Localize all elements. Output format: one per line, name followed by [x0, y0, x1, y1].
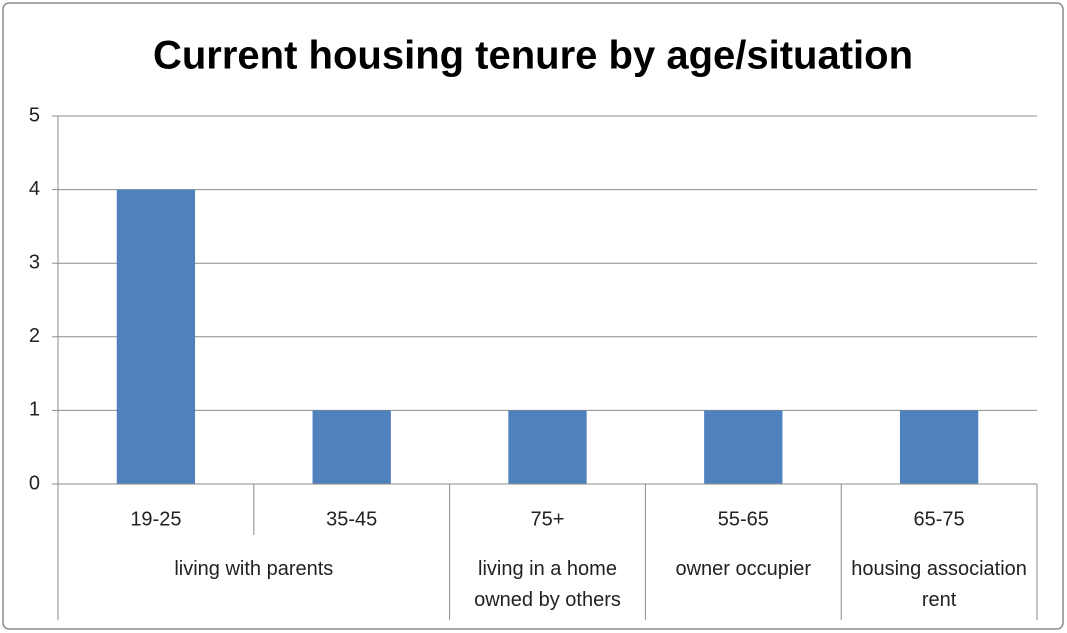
bar: [899, 410, 979, 484]
y-tick-label: 1: [29, 399, 40, 421]
group-label: housing association rent: [851, 558, 1027, 611]
chart-title: Current housing tenure by age/situation: [153, 34, 913, 78]
bar: [508, 410, 587, 484]
x-tick-label: 35-45: [326, 508, 377, 530]
group-label: living in a home owned by others: [474, 558, 621, 611]
x-tick-label: 19-25: [130, 508, 181, 530]
bar: [312, 410, 391, 484]
y-tick-label: 2: [29, 325, 40, 347]
y-tick-label: 0: [29, 472, 40, 494]
y-tick-label: 4: [29, 178, 40, 200]
x-tick-label: 65-75: [914, 508, 965, 530]
x-tick-label: 55-65: [718, 508, 769, 530]
x-tick-label: 75+: [531, 508, 565, 530]
y-tick-label: 3: [29, 251, 40, 273]
bar: [116, 189, 196, 484]
y-tick-label: 5: [29, 104, 40, 126]
group-label: living with parents: [174, 558, 334, 580]
bar: [704, 410, 783, 484]
group-label: owner occupier: [675, 558, 812, 580]
